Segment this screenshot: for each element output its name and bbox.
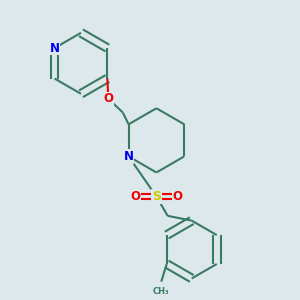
Text: N: N — [124, 150, 134, 163]
Text: CH₃: CH₃ — [153, 287, 169, 296]
Text: N: N — [50, 42, 59, 55]
Text: S: S — [152, 190, 161, 203]
Text: O: O — [172, 190, 182, 203]
Text: O: O — [130, 190, 141, 203]
Text: O: O — [103, 92, 113, 105]
